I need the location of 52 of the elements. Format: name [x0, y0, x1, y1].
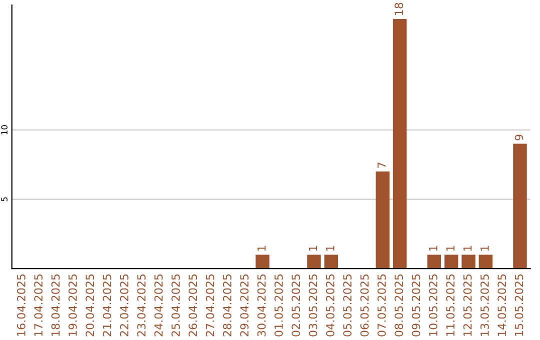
x-tick-label: 02.05.2025	[292, 274, 300, 336]
data-label: 1	[308, 246, 318, 251]
x-tick-label: 11.05.2025	[446, 274, 455, 336]
x-tick-label: 21.04.2025	[102, 274, 112, 336]
x-tick-label: 22.04.2025	[120, 274, 128, 336]
bar	[478, 254, 493, 269]
data-label: 1	[257, 246, 266, 251]
x-tick-label: 16.04.2025	[17, 274, 26, 336]
x-tick-label: 25.04.2025	[171, 274, 180, 336]
bar	[513, 144, 527, 269]
data-label: 7	[378, 162, 386, 168]
data-label: 9	[514, 134, 524, 140]
bar	[324, 254, 338, 269]
x-tick-label: 04.05.2025	[326, 274, 334, 336]
x-tick-label: 13.05.2025	[480, 274, 489, 336]
x-tick-label: 27.04.2025	[206, 274, 214, 336]
x-tick-label: 23.04.2025	[137, 274, 146, 336]
x-tick-label: 20.04.2025	[86, 274, 94, 336]
x-tick-label: 29.04.2025	[240, 274, 249, 336]
x-tick-label: 12.05.2025	[463, 274, 472, 336]
x-tick-label: 10.05.2025	[428, 274, 438, 336]
bar	[307, 254, 321, 269]
bar	[427, 254, 442, 269]
bar	[462, 254, 476, 269]
x-tick-label: 07.05.2025	[377, 274, 386, 336]
y-tick-label: 5	[1, 197, 8, 202]
x-tick-label: 24.04.2025	[154, 274, 163, 336]
x-tick-label: 09.05.2025	[412, 274, 420, 336]
x-tick-label: 19.04.2025	[68, 274, 77, 336]
x-tick-label: 05.05.2025	[343, 274, 352, 336]
data-label: 1	[480, 246, 489, 251]
x-tick-label: 26.04.2025	[188, 274, 198, 336]
bar	[256, 254, 270, 269]
x-tick-label: 03.05.2025	[308, 274, 318, 336]
x-tick-label: 14.05.2025	[498, 274, 506, 336]
x-tick-label: 18.04.2025	[51, 274, 60, 336]
x-tick-label: 15.05.2025	[514, 274, 524, 336]
data-label: 1	[429, 246, 438, 251]
bar	[444, 254, 458, 269]
x-tick-label: 17.04.2025	[34, 274, 43, 336]
x-tick-label: 28.04.2025	[222, 274, 232, 336]
bar	[376, 172, 390, 269]
data-label: 1	[446, 246, 454, 251]
x-tick-label: 01.05.2025	[274, 274, 283, 336]
x-tick-label: 06.05.2025	[360, 274, 369, 336]
x-tick-label: 08.05.2025	[394, 274, 404, 336]
x-tick-label: 30.04.2025	[257, 274, 266, 336]
bar	[392, 18, 407, 269]
data-label: 18	[394, 2, 404, 15]
data-label: 1	[326, 246, 334, 251]
y-tick-label: 10	[1, 125, 8, 134]
data-label: 1	[463, 246, 472, 251]
